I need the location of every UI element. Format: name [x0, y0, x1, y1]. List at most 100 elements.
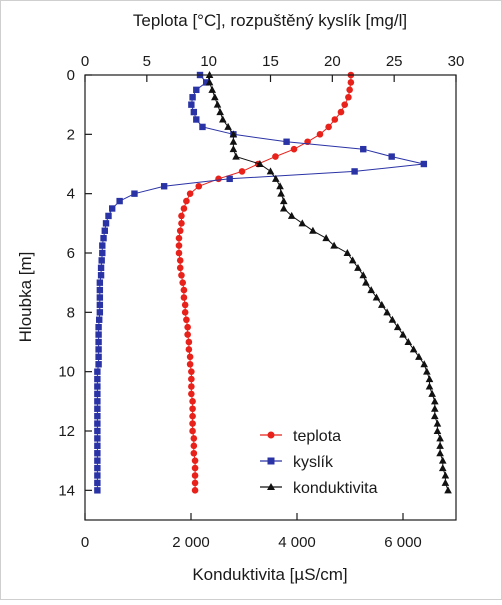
data-point-teplota — [181, 301, 189, 309]
data-point-teplota — [184, 323, 191, 331]
data-point-kyslik — [96, 301, 104, 309]
data-point-konduktivita — [399, 330, 407, 338]
data-point-teplota — [238, 168, 246, 175]
data-point-teplota — [316, 131, 324, 138]
data-point-konduktivita — [266, 167, 275, 175]
series-layer — [94, 71, 452, 494]
bottom-tick-label: 2 000 — [172, 534, 210, 551]
top-tick-label: 10 — [200, 53, 217, 70]
data-point-kyslik — [188, 101, 195, 108]
data-point-konduktivita — [404, 338, 413, 345]
data-point-kyslik — [94, 479, 101, 487]
data-point-kyslik — [388, 153, 395, 160]
data-point-kyslik — [190, 108, 198, 116]
data-point-kyslik — [94, 487, 101, 494]
data-point-kyslik — [193, 116, 200, 123]
data-point-kyslik — [96, 316, 103, 323]
data-point-kyslik — [95, 353, 102, 361]
data-point-konduktivita — [433, 427, 442, 434]
data-point-teplota — [183, 197, 190, 205]
y-axis-ticks: 0 2 4 6 8 10 12 14 — [58, 67, 92, 499]
data-point-kyslik — [420, 160, 428, 168]
data-point-konduktivita — [229, 145, 238, 153]
top-axis-ticks: 0 5 10 15 20 25 30 — [81, 53, 464, 82]
data-point-teplota — [176, 264, 184, 272]
data-point-konduktivita — [354, 263, 362, 271]
y-tick-label: 6 — [67, 245, 75, 262]
data-point-konduktivita — [208, 85, 216, 93]
series-teplota — [175, 71, 355, 494]
data-point-konduktivita — [256, 160, 264, 167]
data-point-kyslik — [101, 227, 108, 234]
data-point-kyslik — [95, 323, 102, 331]
bottom-tick-label: 4 000 — [278, 534, 316, 551]
data-point-konduktivita — [277, 189, 285, 197]
data-point-konduktivita — [431, 412, 439, 420]
data-point-teplota — [290, 145, 298, 153]
data-point-teplota — [188, 375, 195, 383]
data-point-teplota — [325, 123, 332, 131]
data-point-kyslik — [199, 123, 206, 131]
data-point-kyslik — [102, 220, 110, 227]
data-point-teplota — [331, 116, 339, 123]
top-tick-label: 15 — [262, 53, 279, 70]
data-point-teplota — [341, 101, 349, 108]
data-point-konduktivita — [428, 389, 436, 397]
data-point-konduktivita — [276, 182, 284, 190]
y-axis-title: Hloubka [m] — [16, 252, 35, 343]
legend-item-teplota: teplota — [260, 428, 341, 445]
data-point-teplota — [181, 309, 189, 316]
data-point-konduktivita — [423, 367, 431, 375]
data-point-teplota — [345, 93, 352, 101]
data-point-kyslik — [96, 279, 104, 286]
data-point-teplota — [190, 435, 198, 442]
data-point-konduktivita — [415, 352, 423, 360]
data-point-konduktivita — [362, 278, 370, 286]
data-point-konduktivita — [359, 271, 368, 279]
data-point-teplota — [180, 205, 188, 212]
data-point-konduktivita — [219, 115, 227, 123]
data-point-konduktivita — [431, 397, 439, 405]
data-point-konduktivita — [279, 197, 288, 205]
data-point-konduktivita — [211, 93, 219, 101]
data-point-konduktivita — [372, 293, 381, 301]
data-point-teplota — [183, 316, 190, 324]
data-point-konduktivita — [330, 241, 338, 249]
data-point-konduktivita — [232, 152, 240, 160]
series-kyslik — [94, 71, 428, 494]
data-point-teplota — [180, 286, 188, 294]
data-point-teplota — [175, 249, 183, 257]
top-tick-label: 5 — [143, 53, 151, 70]
data-point-konduktivita — [213, 100, 222, 108]
data-point-konduktivita — [322, 234, 330, 242]
data-point-kyslik — [94, 427, 101, 435]
top-tick-label: 25 — [386, 53, 403, 70]
data-point-teplota — [191, 487, 199, 494]
data-point-teplota — [189, 412, 196, 420]
y-tick-label: 10 — [58, 364, 75, 381]
data-point-kyslik — [94, 420, 101, 427]
data-point-kyslik — [94, 435, 101, 442]
data-point-kyslik — [94, 450, 101, 457]
data-point-konduktivita — [425, 382, 434, 390]
bottom-tick-label: 0 — [81, 534, 89, 551]
legend-marker-kyslik — [267, 457, 275, 465]
data-point-konduktivita — [409, 345, 418, 353]
data-point-teplota — [180, 294, 188, 301]
data-point-konduktivita — [441, 471, 450, 479]
data-point-kyslik — [94, 442, 101, 450]
data-point-teplota — [191, 457, 199, 464]
data-point-konduktivita — [433, 419, 442, 427]
legend-marker-teplota — [267, 431, 275, 439]
data-point-kyslik — [96, 286, 104, 294]
data-point-teplota — [186, 190, 194, 197]
data-point-kyslik — [96, 309, 104, 316]
data-point-kyslik — [94, 472, 101, 479]
data-point-konduktivita — [287, 211, 296, 219]
data-point-teplota — [186, 360, 194, 368]
data-point-konduktivita — [438, 464, 447, 472]
data-point-teplota — [184, 331, 191, 338]
data-point-konduktivita — [229, 137, 238, 145]
